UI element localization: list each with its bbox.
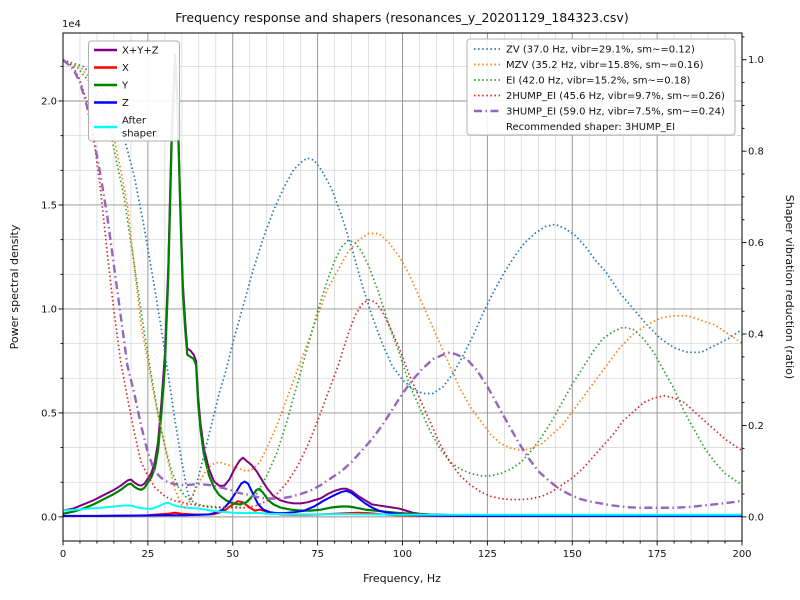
psd-series-layer [63,53,742,518]
shaper-series-layer [63,58,742,509]
grid [62,33,743,541]
legend-psd-label: X [122,63,129,74]
x-tick-label: 50 [226,549,239,560]
y-right-tick-label: 0.8 [748,147,764,158]
x-tick-label: 175 [648,549,667,560]
series-2hump-ei [63,59,742,509]
y-right-tick-label: 0.4 [748,330,764,341]
legend-psd-label: Y [121,81,129,92]
legend-shaper-label: MZV (35.2 Hz, vibr=15.8%, sm~=0.16) [506,60,704,71]
axis-ticks [58,36,747,546]
series-after-shaper [63,501,742,516]
x-tick-label: 25 [142,549,155,560]
legend-recommended-shaper: Recommended shaper: 3HUMP_EI [506,122,675,133]
series-zv [63,58,742,502]
axis-tick-labels: 0 25 50 75 100 125 150 175 200 0.0 0.5 1.0 1.5 2.0 0.0… [41,55,764,560]
x-tick-label: 150 [563,549,582,560]
y-right-tick-label: 1.0 [748,55,764,66]
legend-shaper-label: 2HUMP_EI (45.6 Hz, vibr=9.7%, sm~=0.26) [506,91,725,102]
legend-shaper-label: ZV (37.0 Hz, vibr=29.1%, sm~=0.12) [506,45,695,56]
series-x-y-z [63,53,742,517]
y-right-tick-label: 0.0 [748,512,764,523]
y-axis-label-left: Power spectral density [8,224,21,349]
x-tick-label: 200 [732,549,751,560]
chart-title: Frequency response and shapers (resonanc… [175,10,628,25]
legend-shapers-box [466,38,736,136]
y-left-tick-label: 1.5 [41,200,57,211]
y-axis-label-right: Shaper vibration reduction (ratio) [783,195,796,379]
series-3hump-ei [63,58,742,509]
x-tick-label: 100 [393,549,412,560]
legend-psd: X+Y+Z XYZ After shaper [88,40,180,142]
y-right-tick-label: 0.2 [748,421,764,432]
legend-psd-label: Z [122,98,129,109]
legend-shapers: ZV (37.0 Hz, vibr=29.1%, sm~=0.12) MZV (3… [466,38,736,136]
legend-psd-label: X+Y+Z [122,46,159,57]
legend-psd-label: After [122,116,147,127]
legend-shaper-label: 3HUMP_EI (59.0 Hz, vibr=7.5%, sm~=0.24) [506,107,725,118]
y-left-tick-label: 2.0 [41,96,57,107]
legend-psd-box [88,40,180,142]
y-axis-offset-text: 1e4 [62,19,81,30]
x-axis-label: Frequency, Hz [363,572,441,585]
y-left-tick-label: 0.5 [41,408,57,419]
y-right-tick-label: 0.6 [748,238,764,249]
legend-shaper-label: EI (42.0 Hz, vibr=15.2%, sm~=0.18) [506,76,691,87]
y-left-tick-label: 1.0 [41,304,57,315]
x-tick-label: 125 [478,549,497,560]
x-tick-label: 75 [311,549,324,560]
x-tick-label: 0 [60,549,66,560]
y-left-tick-label: 0.0 [41,512,57,523]
legend-psd-label: shaper [122,129,157,140]
